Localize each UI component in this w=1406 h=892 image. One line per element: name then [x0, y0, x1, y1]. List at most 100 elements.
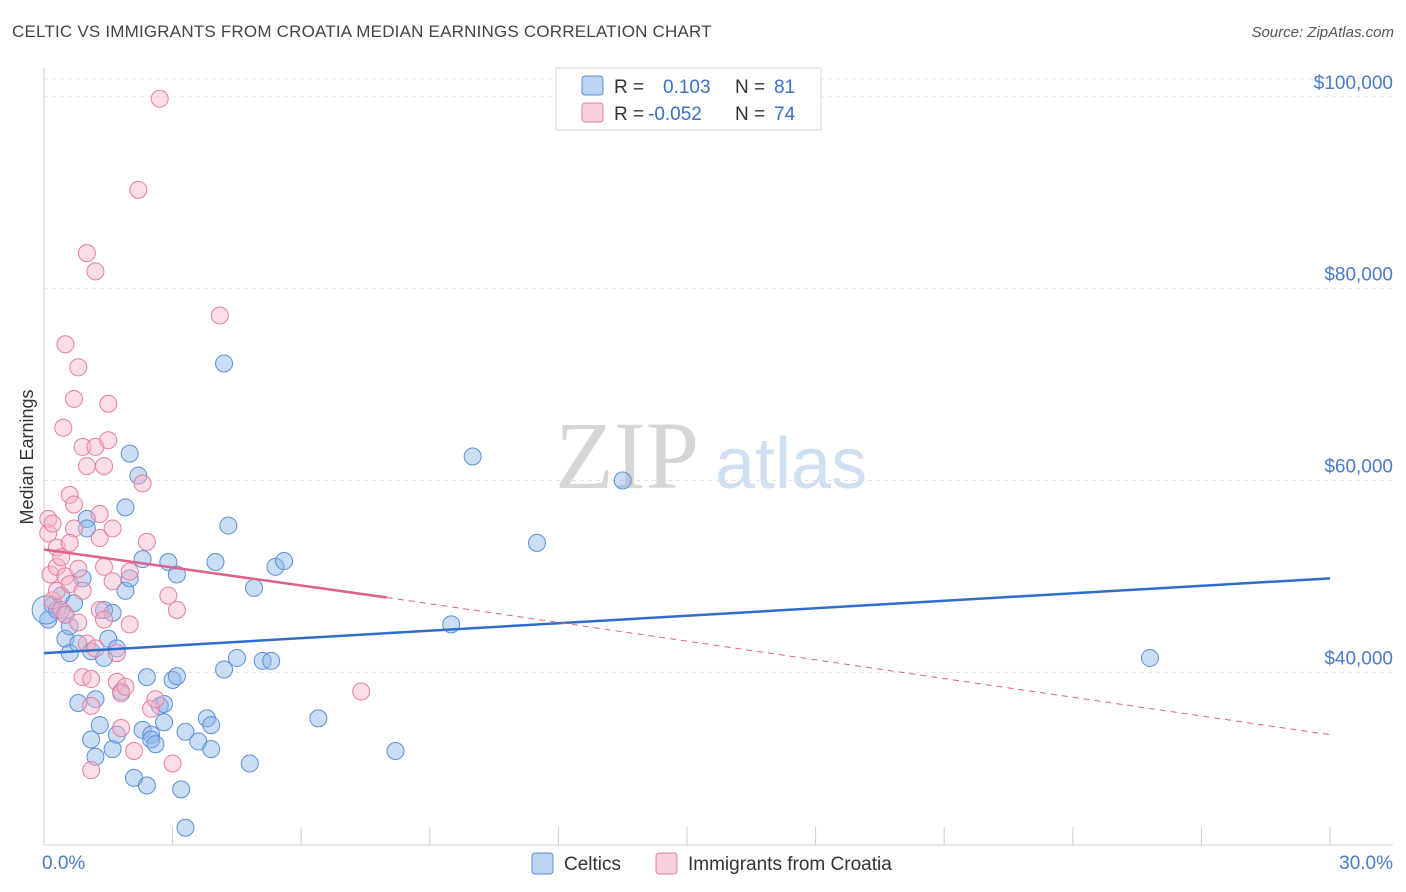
series-croatia-points — [39, 89, 371, 780]
croatia-point — [125, 741, 144, 760]
croatia-point — [95, 457, 114, 476]
croatia-point — [167, 600, 186, 619]
celtics-point — [202, 716, 221, 735]
celtics-point — [527, 533, 546, 552]
croatia-point — [142, 699, 161, 718]
watermark: ZIP atlas — [555, 402, 867, 509]
croatia-trend-line — [43, 548, 388, 599]
croatia-point — [82, 696, 101, 715]
celtics-point — [77, 519, 96, 538]
celtics-point — [146, 735, 165, 754]
croatia-point — [99, 394, 118, 413]
axes — [43, 68, 1393, 846]
celtics-point — [176, 722, 195, 741]
legend-n-value-celtics: 81 — [774, 77, 795, 98]
croatia-point — [77, 244, 96, 263]
celtics-point — [1140, 648, 1159, 667]
croatia-point — [82, 761, 101, 780]
croatia-point — [107, 672, 126, 691]
legend-n-label-croatia: N = — [735, 104, 765, 125]
croatia-point — [150, 89, 169, 108]
croatia-point — [69, 358, 88, 377]
celtics-point — [219, 516, 238, 535]
bottom-legend-label-croatia: Immigrants from Croatia — [688, 854, 892, 875]
croatia-point — [120, 615, 139, 634]
source-credit: Source: ZipAtlas.com — [1251, 24, 1394, 41]
croatia-trend-line-dashed — [386, 597, 1331, 736]
celtics-point — [613, 471, 632, 490]
celtics-point — [167, 565, 186, 584]
celtics-point — [266, 557, 285, 576]
croatia-point — [65, 495, 84, 514]
trend-lines — [43, 548, 1331, 736]
croatia-point — [60, 533, 79, 552]
watermark-atlas: atlas — [715, 424, 867, 504]
celtics-point — [206, 553, 225, 572]
celtics-trend-line — [43, 577, 1331, 655]
watermark-zip: ZIP — [555, 402, 699, 509]
croatia-point — [90, 505, 109, 524]
croatia-point — [120, 562, 139, 581]
celtics-point — [227, 648, 246, 667]
celtics-point — [463, 447, 482, 466]
croatia-point — [86, 639, 105, 658]
croatia-point — [133, 474, 152, 493]
croatia-point — [86, 262, 105, 281]
celtics-point — [309, 709, 328, 728]
y-tick-label: $100,000 — [1314, 73, 1393, 94]
legend-r-label-croatia: R = — [614, 104, 644, 125]
croatia-point — [146, 690, 165, 709]
croatia-point — [43, 514, 62, 533]
croatia-point — [107, 644, 126, 663]
y-tick-label: $60,000 — [1324, 456, 1393, 477]
y-axis-title: Median Earnings — [17, 389, 37, 524]
croatia-point — [90, 529, 109, 548]
legend-swatch-celtics — [581, 75, 604, 96]
celtics-point — [90, 716, 109, 735]
bottom-legend-label-celtics: Celtics — [564, 854, 621, 875]
croatia-point — [99, 431, 118, 450]
croatia-point — [77, 634, 96, 653]
y-tick-label: $40,000 — [1324, 648, 1393, 669]
x-tick-label-min: 0.0% — [42, 853, 85, 874]
croatia-point — [82, 670, 101, 689]
croatia-point — [69, 559, 88, 578]
croatia-point — [90, 600, 109, 619]
celtics-point — [172, 780, 191, 799]
croatia-point — [54, 418, 73, 437]
bottom-legend-swatch-croatia — [655, 852, 678, 875]
celtics-point — [215, 354, 234, 373]
legend-r-value-celtics: 0.103 — [663, 77, 711, 98]
celtics-point — [137, 776, 156, 795]
croatia-point — [129, 180, 148, 199]
celtics-point — [155, 713, 174, 732]
croatia-point — [65, 389, 84, 408]
celtics-point — [31, 595, 61, 625]
celtics-point — [82, 730, 101, 749]
croatia-point — [159, 586, 178, 605]
celtics-point — [240, 754, 259, 773]
celtics-point — [116, 498, 135, 517]
croatia-point — [163, 754, 182, 773]
series-celtics-points — [31, 354, 1159, 837]
celtics-point — [245, 578, 264, 597]
croatia-point — [56, 335, 75, 354]
celtics-point — [120, 444, 139, 463]
croatia-point — [116, 677, 135, 696]
y-tick-labels: $40,000 $60,000 $80,000 $100,000 — [1314, 73, 1393, 670]
celtics-point — [262, 651, 281, 670]
legend-n-label-celtics: N = — [735, 77, 765, 98]
bottom-legend-swatch-celtics — [531, 852, 554, 875]
celtics-point — [215, 660, 234, 679]
top-legend: R = 0.103 N = 81 R = -0.052 N = 74 — [555, 67, 822, 131]
bottom-legend: Celtics Immigrants from Croatia — [531, 852, 892, 875]
celtics-point — [120, 569, 139, 588]
celtics-point — [275, 552, 294, 571]
celtics-point — [176, 818, 195, 837]
celtics-point — [86, 747, 105, 766]
celtics-point — [60, 617, 79, 636]
croatia-point — [65, 519, 84, 538]
croatia-point — [77, 457, 96, 476]
celtics-point — [137, 668, 156, 687]
celtics-point — [103, 740, 122, 759]
